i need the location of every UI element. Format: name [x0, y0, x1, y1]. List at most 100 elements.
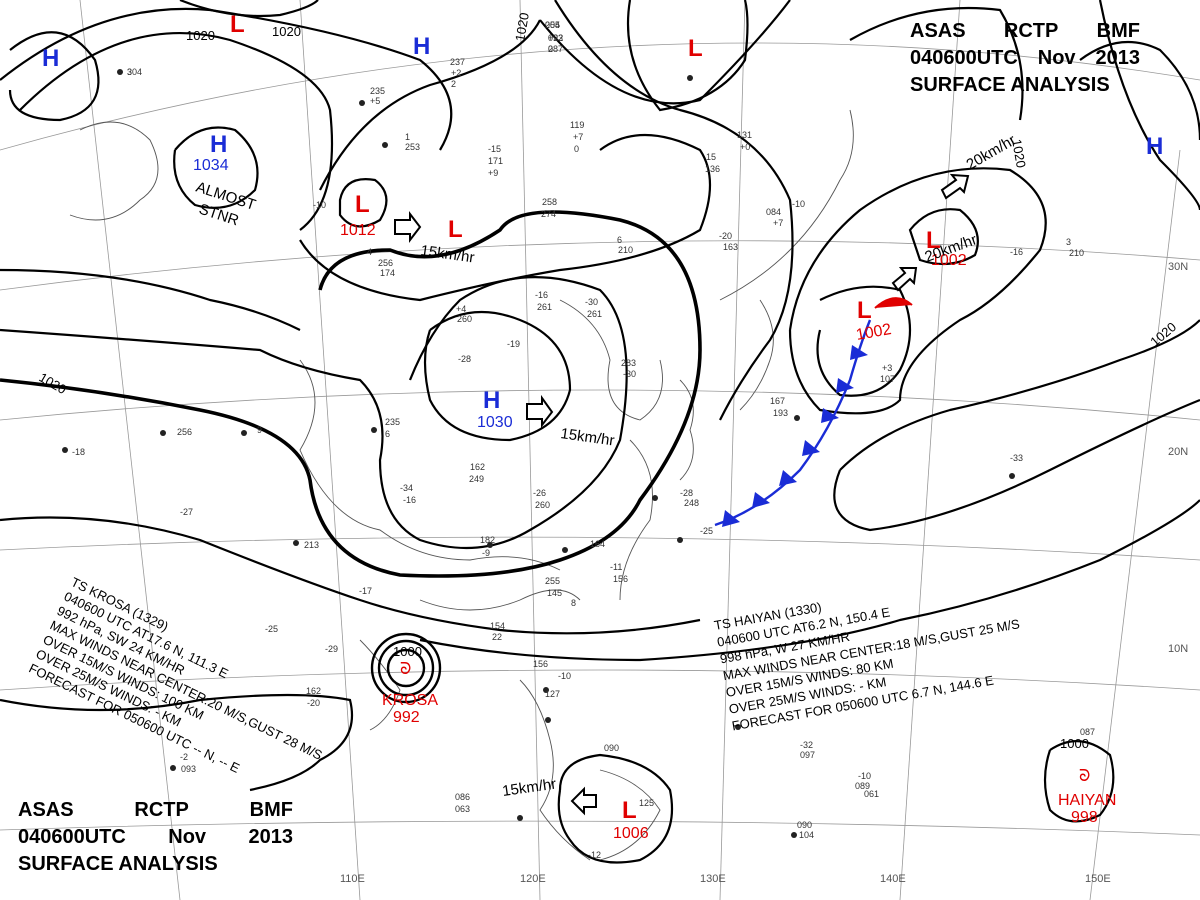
station-plot-icon — [241, 430, 247, 436]
station-value: 089 — [855, 781, 870, 791]
high-pressure-center: H — [413, 33, 430, 60]
station-value: 127 — [545, 689, 560, 699]
lat-label-10n: 10N — [1168, 643, 1188, 655]
station-value: -12 — [588, 850, 601, 860]
station-plot-icon — [543, 687, 549, 693]
station-value: 255 — [545, 576, 560, 586]
station-value: -30 — [623, 369, 636, 379]
station-value: 164 — [590, 539, 605, 549]
station-value: +5 — [370, 96, 380, 106]
storm-pressure: 998 — [1071, 809, 1098, 826]
header-time: 040600UTC — [18, 826, 126, 848]
motion-arrow-icon — [940, 173, 970, 200]
station-value: -30 — [585, 297, 598, 307]
station-value: 283 — [621, 358, 636, 368]
motion-arrow-icon — [526, 394, 554, 428]
station-value: 260 — [535, 500, 550, 510]
station-value: +22 — [548, 33, 563, 43]
chart-header-top-right: ASAS RCTP BMF 040600UTC Nov 2013 SURFACE… — [910, 18, 1140, 99]
station-value: -15 — [488, 144, 501, 154]
station-plot-icon — [687, 75, 693, 81]
header-line-2: 040600UTC Nov 2013 — [18, 824, 293, 851]
station-value: 261 — [537, 302, 552, 312]
station-value: 2 — [451, 79, 456, 89]
station-value: -32 — [800, 740, 813, 750]
station-plots: 205+222304237+22235+5119+70131+015136-15… — [62, 20, 1095, 860]
station-plot-icon — [117, 69, 123, 75]
station-value: 136 — [705, 164, 720, 174]
isobar-labels: 1020 1020 1020 1020 1020 1020 1000 1000 — [37, 11, 1180, 751]
station-value: 193 — [773, 408, 788, 418]
header-source: ASAS — [18, 799, 74, 821]
low-pressure-value: 1012 — [340, 222, 376, 239]
station-value: 6 — [385, 429, 390, 439]
lat-label-30n: 30N — [1168, 261, 1188, 273]
low-pressure-center: L — [622, 797, 637, 824]
low-pressure-value: 1006 — [613, 825, 649, 842]
station-value: 090 — [604, 743, 619, 753]
station-value: 15 — [706, 152, 716, 162]
station-value: 2 — [548, 44, 553, 54]
station-value: -34 — [400, 483, 413, 493]
high-pressure-center: H — [210, 131, 227, 158]
station-value: 125 — [639, 798, 654, 808]
station-plot-icon — [170, 765, 176, 771]
station-value: -33 — [1010, 453, 1023, 463]
lon-label-120e: 120E — [520, 873, 546, 885]
station-value: 4 — [367, 247, 372, 257]
header-agency: BMF — [249, 799, 293, 821]
header-line-2: 040600UTC Nov 2013 — [910, 45, 1140, 72]
station-value: 8 — [571, 598, 576, 608]
station-plot-icon — [735, 724, 741, 730]
station-value: 261 — [587, 309, 602, 319]
pressure-centers: H L H L H 1034 L 1012 L H 1030 L 1002 L … — [42, 11, 1163, 842]
low-pressure-center: L — [688, 35, 703, 62]
station-value: -11 — [610, 562, 622, 572]
station-value: 256 — [378, 258, 393, 268]
station-value: 087 — [1080, 727, 1095, 737]
tropical-storm-icon: ᘐ — [400, 659, 411, 678]
station-value: 104 — [799, 830, 814, 840]
station-value: +4 — [456, 304, 466, 314]
header-station: RCTP — [134, 799, 189, 821]
low-pressure-center: L — [355, 191, 370, 218]
motion-speed-label: 20km/hr — [964, 132, 1019, 174]
motion-speed-label: 15km/hr — [419, 242, 475, 266]
isobar-label: 1000 — [393, 644, 422, 659]
station-value: -20 — [307, 698, 320, 708]
station-value: 210 — [618, 245, 633, 255]
station-value: 171 — [488, 156, 503, 166]
station-value: 131 — [737, 130, 752, 140]
high-pressure-value: 1030 — [477, 414, 513, 431]
header-agency: BMF — [1096, 20, 1140, 42]
station-plot-icon — [1009, 473, 1015, 479]
haiyan-advisory: TS HAIYAN (1330) 040600 UTC AT6.2 N, 150… — [713, 599, 1021, 733]
station-value: 063 — [455, 804, 470, 814]
station-value: 253 — [405, 142, 420, 152]
station-plot-icon — [371, 427, 377, 433]
station-value: -10 — [858, 771, 871, 781]
station-value: 156 — [533, 659, 548, 669]
station-value: 22 — [492, 632, 502, 642]
station-value: -18 — [72, 447, 85, 457]
station-value: 235 — [385, 417, 400, 427]
motion-arrow-icon — [570, 786, 597, 816]
station-value: -10 — [558, 671, 571, 681]
isobar-label: 1020 — [1009, 138, 1029, 169]
station-value: 054 — [545, 20, 560, 30]
station-value: 086 — [455, 792, 470, 802]
tropical-storm-haiyan: ᘐ HAIYAN 998 — [1058, 766, 1116, 826]
station-plot-icon — [517, 815, 523, 821]
coastlines — [69, 109, 854, 861]
station-value: -16 — [403, 495, 416, 505]
low-pressure-value: 1002 — [855, 321, 893, 344]
station-value: +7 — [573, 132, 583, 142]
station-value: +7 — [773, 218, 783, 228]
station-plot-icon — [562, 547, 568, 553]
station-value: 084 — [766, 207, 781, 217]
lon-label-150e: 150E — [1085, 873, 1111, 885]
lon-label-140e: 140E — [880, 873, 906, 885]
station-value: 087 — [548, 44, 563, 54]
station-value: 093 — [181, 764, 196, 774]
low-pressure-center: L — [448, 216, 463, 243]
